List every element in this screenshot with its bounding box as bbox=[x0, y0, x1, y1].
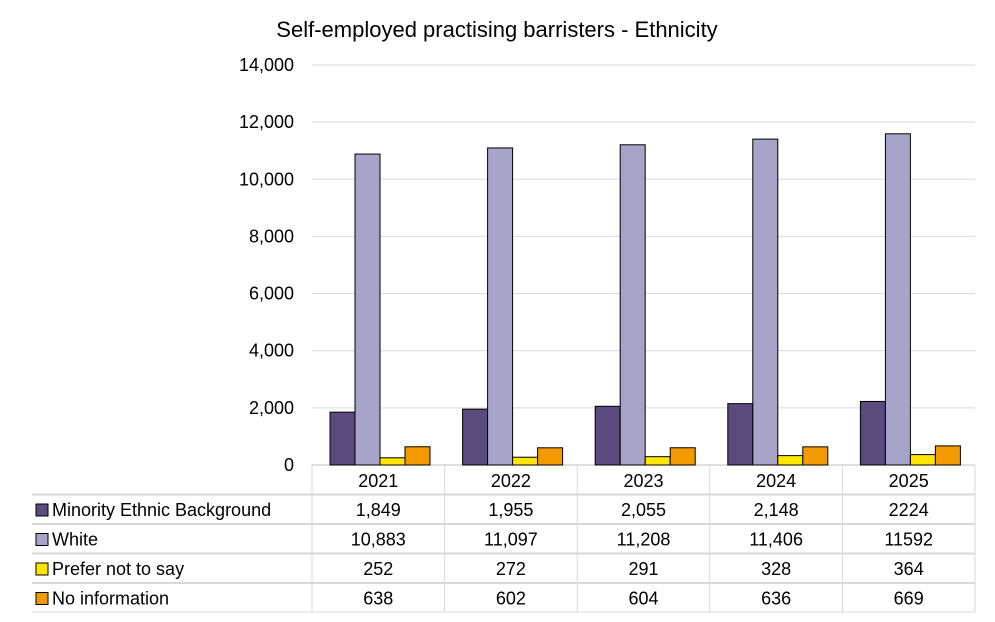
x-category-label: 2021 bbox=[358, 471, 398, 491]
bar bbox=[462, 408, 489, 466]
legend-entry: Prefer not to say bbox=[52, 559, 184, 579]
data-table-cell: 10,883 bbox=[351, 530, 406, 550]
bar bbox=[727, 403, 754, 466]
bar bbox=[644, 456, 671, 466]
bar bbox=[404, 446, 431, 466]
data-table-cell: 604 bbox=[628, 589, 658, 609]
bar bbox=[802, 446, 829, 466]
data-table-cell: 11,208 bbox=[617, 530, 671, 550]
y-tick-label: 6,000 bbox=[249, 284, 294, 304]
bar bbox=[884, 133, 911, 466]
data-table-cell: 2,148 bbox=[754, 500, 799, 520]
data-table-cell: 291 bbox=[628, 559, 658, 579]
y-tick-label: 14,000 bbox=[239, 55, 294, 75]
x-category-label: 2023 bbox=[623, 471, 663, 491]
data-table: 2021 2022 2023 2024 2025 Minority Ethnic Back… bbox=[32, 465, 976, 613]
data-table-cell: 1,849 bbox=[356, 500, 401, 520]
y-tick-label: 0 bbox=[284, 455, 294, 475]
bar bbox=[909, 454, 936, 466]
legend-swatch bbox=[35, 503, 49, 517]
data-table-cell: 636 bbox=[761, 589, 791, 609]
bars bbox=[329, 133, 961, 466]
data-table-cell: 602 bbox=[496, 589, 526, 609]
bar bbox=[934, 445, 961, 466]
bar bbox=[329, 411, 356, 466]
y-tick-label: 12,000 bbox=[239, 112, 294, 132]
bar bbox=[669, 447, 696, 466]
legend-entry: No information bbox=[52, 589, 169, 609]
legend-swatch bbox=[35, 562, 49, 576]
bar bbox=[594, 405, 621, 466]
legend-swatch bbox=[35, 533, 49, 546]
data-table-cell: 11,097 bbox=[484, 530, 538, 550]
x-category-label: 2025 bbox=[889, 471, 929, 491]
bar bbox=[487, 147, 514, 466]
data-table-cell: 638 bbox=[363, 589, 393, 609]
x-category-label: 2022 bbox=[491, 471, 531, 491]
bar bbox=[752, 138, 779, 466]
y-axis-ticks: 0 2,000 4,000 6,000 8,000 10,000 12,000 14,000 bbox=[239, 55, 294, 475]
data-table-cell: 669 bbox=[894, 589, 924, 609]
legend-swatch bbox=[35, 592, 49, 605]
bar bbox=[512, 456, 539, 466]
data-table-cell: 272 bbox=[496, 559, 526, 579]
data-table-cell: 11592 bbox=[884, 530, 933, 550]
legend-entry: White bbox=[52, 530, 98, 550]
legend-entry: Minority Ethnic Background bbox=[52, 500, 271, 520]
data-table-cell: 252 bbox=[363, 559, 393, 579]
bar bbox=[619, 144, 646, 466]
bar bbox=[354, 153, 381, 466]
x-category-label: 2024 bbox=[756, 471, 796, 491]
data-table-cell: 1,955 bbox=[488, 500, 533, 520]
y-tick-label: 4,000 bbox=[249, 341, 294, 361]
bar bbox=[859, 400, 886, 466]
y-tick-label: 10,000 bbox=[239, 169, 294, 189]
y-tick-label: 2,000 bbox=[249, 398, 294, 418]
chart-title: Self-employed practising barristers - Et… bbox=[276, 17, 717, 42]
bar bbox=[777, 455, 804, 466]
bar bbox=[379, 457, 406, 466]
bar bbox=[537, 447, 564, 466]
y-tick-label: 8,000 bbox=[249, 226, 294, 246]
data-table-cell: 11,406 bbox=[749, 530, 803, 550]
data-table-cell: 2224 bbox=[889, 500, 929, 520]
data-table-cell: 364 bbox=[894, 559, 924, 579]
data-table-cell: 328 bbox=[761, 559, 791, 579]
data-table-cell: 2,055 bbox=[621, 500, 666, 520]
